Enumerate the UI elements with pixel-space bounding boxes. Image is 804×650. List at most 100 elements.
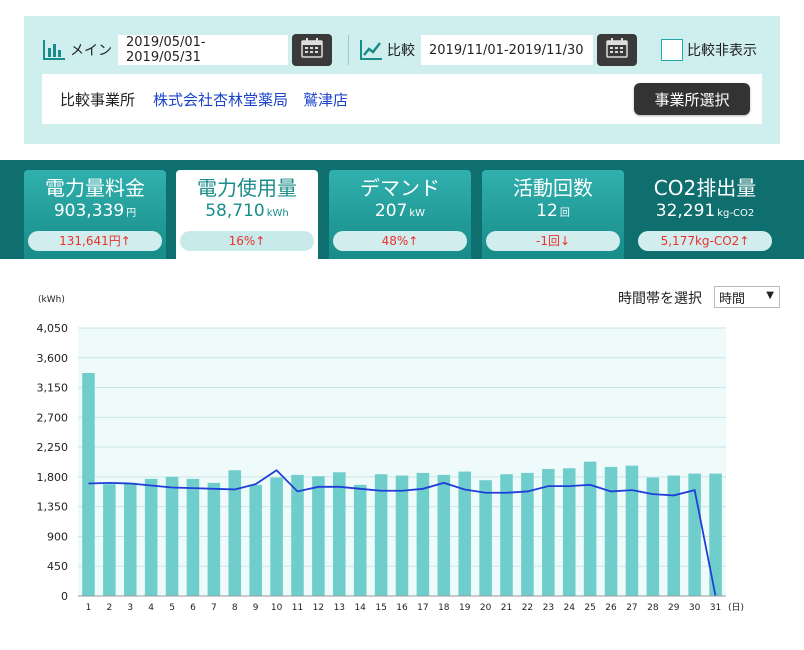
x-tick-label: 28 xyxy=(647,603,659,613)
tab-demand[interactable]: デマンド 207 kW 48%↑ xyxy=(329,170,471,259)
bar xyxy=(270,477,283,596)
bar xyxy=(604,466,618,596)
bar xyxy=(291,474,304,596)
tab-value: 207 kW xyxy=(374,201,426,221)
x-tick-label: 27 xyxy=(626,603,637,613)
bar xyxy=(667,475,681,596)
tab-badge: 5,177kg-CO2↑ xyxy=(638,231,772,251)
metric-tabs: 電力量料金 903,339 円 131,641円↑ 電力使用量 58,710 kWh… xyxy=(0,160,804,259)
tab-badge: 16%↑ xyxy=(180,231,314,251)
compare-period-input[interactable]: 2019/11/01-2019/11/30 xyxy=(421,35,593,65)
bar xyxy=(583,461,597,596)
x-tick-label: 3 xyxy=(127,603,133,613)
y-tick-label: 0 xyxy=(61,590,68,603)
main-calendar-button[interactable] xyxy=(292,34,332,66)
x-tick-label: 8 xyxy=(232,603,238,613)
bar xyxy=(437,474,451,596)
x-tick-label: 29 xyxy=(668,603,680,613)
tab-activity-count[interactable]: 活動回数 12 回 -1回↓ xyxy=(482,170,624,259)
x-tick-label: 1 xyxy=(86,603,92,613)
bar xyxy=(458,471,471,596)
tab-title: 電力使用量 xyxy=(197,176,297,200)
x-tick-label: 5 xyxy=(169,603,175,613)
tab-value: 32,291 kg-CO2 xyxy=(655,201,755,221)
x-tick-label: 15 xyxy=(375,603,386,613)
office-label: 比較事業所 xyxy=(60,90,136,109)
bar xyxy=(521,472,534,596)
tab-title: 活動回数 xyxy=(513,176,593,200)
filter-panel: メイン 2019/05/01-2019/05/31 xyxy=(24,16,780,144)
bar xyxy=(249,484,262,596)
bar xyxy=(353,484,367,596)
main-period-input[interactable]: 2019/05/01-2019/05/31 xyxy=(118,35,288,65)
compare-period-label: 比較 xyxy=(387,43,415,59)
x-tick-label: 14 xyxy=(354,603,366,613)
bar xyxy=(165,476,179,596)
y-axis-label: (kWh) xyxy=(38,295,65,305)
y-tick-label: 1,800 xyxy=(37,471,69,484)
bar xyxy=(186,478,200,596)
hide-compare-label: 比較非表示 xyxy=(687,43,757,59)
x-tick-label: 12 xyxy=(313,603,324,613)
time-range-select[interactable]: 時間 ▼ xyxy=(714,286,780,308)
calendar-icon xyxy=(301,38,323,62)
bar xyxy=(228,470,242,596)
select-office-button[interactable]: 事業所選択 xyxy=(634,83,750,115)
x-tick-label: 9 xyxy=(253,603,259,613)
x-tick-label: 18 xyxy=(438,603,450,613)
x-tick-label: 31 xyxy=(710,603,721,613)
y-tick-label: 450 xyxy=(47,560,68,573)
tab-value: 12 回 xyxy=(536,201,570,221)
period-row: メイン 2019/05/01-2019/05/31 xyxy=(42,34,757,66)
tab-badge: 48%↑ xyxy=(333,231,467,251)
x-tick-label: 30 xyxy=(689,603,701,613)
x-tick-label: 20 xyxy=(480,603,492,613)
bar xyxy=(312,476,325,596)
x-tick-label: 23 xyxy=(543,603,554,613)
tab-value: 903,339 円 xyxy=(53,201,137,221)
bar xyxy=(416,472,430,596)
x-tick-label: 25 xyxy=(584,603,595,613)
bar xyxy=(395,475,409,596)
y-tick-label: 4,050 xyxy=(37,322,69,335)
bar xyxy=(333,472,346,596)
hide-compare-checkbox[interactable] xyxy=(661,39,683,61)
x-tick-label: 21 xyxy=(501,603,512,613)
x-tick-label: 17 xyxy=(417,603,428,613)
bar xyxy=(500,474,513,596)
tab-title: デマンド xyxy=(360,176,440,200)
tab-electricity-charge[interactable]: 電力量料金 903,339 円 131,641円↑ xyxy=(24,170,166,259)
x-tick-label: 2 xyxy=(106,603,112,613)
y-tick-label: 1,350 xyxy=(37,501,69,514)
main-period-label: メイン xyxy=(70,43,112,59)
comparison-line xyxy=(88,469,717,597)
x-tick-label: 16 xyxy=(396,603,408,613)
tab-co2-emission[interactable]: CO2排出量 32,291 kg-CO2 5,177kg-CO2↑ xyxy=(634,170,776,259)
office-row: 比較事業所 株式会社杏林堂薬局 鷲津店 事業所選択 xyxy=(42,74,762,124)
x-tick-label: 24 xyxy=(563,603,575,613)
usage-chart: 0 450 900 1,350 1,800 2,250 2,700 3,150 3,600 4,0… xyxy=(37,295,745,613)
divider xyxy=(348,35,349,65)
x-tick-label: 13 xyxy=(334,603,345,613)
x-tick-label: 19 xyxy=(459,603,471,613)
x-axis-unit: (日) xyxy=(728,602,744,613)
time-range-value: 時間 xyxy=(719,291,746,307)
y-tick-label: 3,150 xyxy=(37,382,69,395)
bar-chart-icon xyxy=(42,38,66,62)
office-name: 株式会社杏林堂薬局 鷲津店 xyxy=(153,90,349,109)
x-tick-label: 22 xyxy=(522,603,533,613)
compare-calendar-button[interactable] xyxy=(597,34,637,66)
y-tick-label: 3,600 xyxy=(37,352,69,365)
x-tick-label: 4 xyxy=(148,603,154,613)
bar xyxy=(103,484,116,596)
y-tick-label: 2,250 xyxy=(37,441,69,454)
tab-title: 電力量料金 xyxy=(45,176,145,200)
bar xyxy=(207,482,221,596)
bar xyxy=(82,372,95,596)
bar xyxy=(123,482,137,596)
bar xyxy=(709,473,722,596)
tab-power-usage[interactable]: 電力使用量 58,710 kWh 16%↑ xyxy=(176,170,318,259)
x-tick-label: 6 xyxy=(190,603,196,613)
x-tick-label: 10 xyxy=(271,603,283,613)
bar xyxy=(542,468,555,596)
